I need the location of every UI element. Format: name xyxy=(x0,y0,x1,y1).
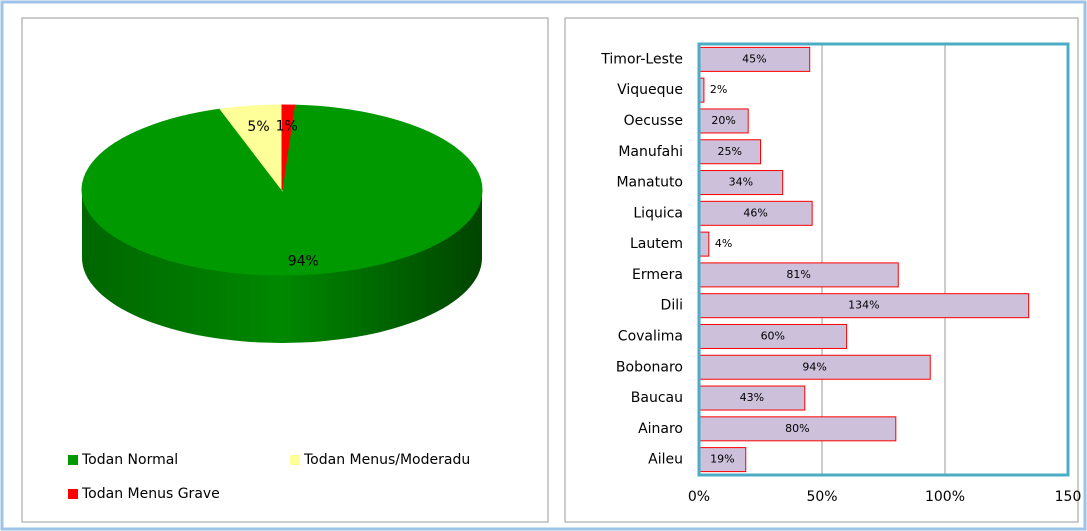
bar xyxy=(698,139,761,165)
bar-label: 34% xyxy=(729,176,753,189)
legend-label: Todan Menus/Moderadu xyxy=(303,452,470,468)
y-tick-label: Dili xyxy=(661,298,683,314)
bar-label: 20% xyxy=(711,114,735,127)
bar xyxy=(698,447,747,473)
y-tick-label: Aileu xyxy=(648,452,683,468)
bar-label: 46% xyxy=(743,206,767,219)
bar-label: 81% xyxy=(786,268,810,281)
bar-label: 19% xyxy=(710,453,734,466)
legend-swatch xyxy=(290,455,300,465)
bar xyxy=(698,323,848,349)
bar xyxy=(698,354,931,380)
bar-label: 43% xyxy=(740,391,764,404)
bar-label: 45% xyxy=(742,52,766,65)
plot-border xyxy=(697,42,1070,477)
x-tick-label: 100% xyxy=(925,489,965,505)
y-tick-label: Baucau xyxy=(631,390,683,406)
y-tick-label: Lautem xyxy=(630,236,683,252)
y-tick-label: Manatuto xyxy=(616,175,683,191)
bar-label: 60% xyxy=(761,329,785,342)
bar-label: 94% xyxy=(802,360,826,373)
y-tick-label: Liquica xyxy=(633,205,683,221)
y-tick-label: Timor-Leste xyxy=(600,51,683,67)
x-tick-label: 0% xyxy=(688,489,710,505)
bar xyxy=(698,293,1030,319)
bar xyxy=(698,262,899,288)
bar xyxy=(698,416,897,442)
bar-label: 25% xyxy=(718,145,742,158)
y-tick-label: Ermera xyxy=(632,267,683,283)
y-tick-label: Manufahi xyxy=(618,144,683,160)
bar xyxy=(698,46,811,72)
bar-label: 4% xyxy=(715,237,732,250)
y-tick-label: Ainaro xyxy=(638,421,683,437)
bar xyxy=(698,108,749,134)
legend-swatch xyxy=(68,489,78,499)
bar-label: 134% xyxy=(848,299,879,312)
y-tick-label: Bobonaro xyxy=(616,359,683,375)
bar xyxy=(698,200,813,226)
y-tick-label: Covalima xyxy=(618,328,683,344)
y-tick-label: Oecusse xyxy=(624,113,683,129)
legend-label: Todan Menus Grave xyxy=(81,486,220,502)
pie-slice xyxy=(281,104,296,191)
bar-label: 80% xyxy=(785,422,809,435)
legend-label: Todan Normal xyxy=(81,452,178,468)
slice-label: 94% xyxy=(288,254,319,270)
bar xyxy=(698,170,784,196)
slice-label: 5% xyxy=(247,119,269,135)
bar-label: 2% xyxy=(710,83,727,96)
bar xyxy=(698,385,806,411)
slice-label: 1% xyxy=(276,118,298,134)
x-tick-label: 50% xyxy=(806,489,837,505)
y-tick-label: Viqueque xyxy=(617,82,683,98)
legend-swatch xyxy=(68,455,78,465)
x-tick-label: 150 xyxy=(1055,489,1082,505)
